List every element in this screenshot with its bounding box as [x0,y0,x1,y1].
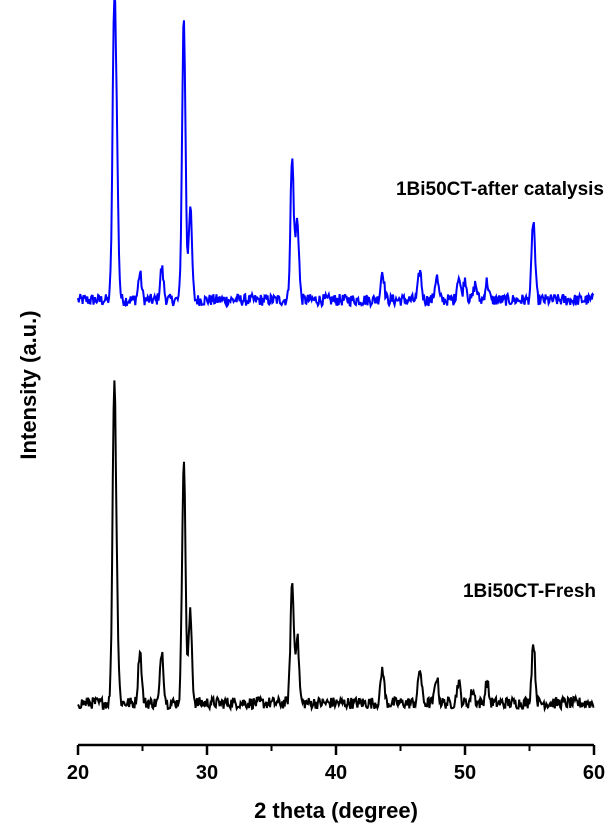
x-axis-title: 2 theta (degree) [254,798,418,823]
x-tick-label: 20 [67,762,89,784]
x-tick-label: 50 [454,762,476,784]
series-labels: 1Bi50CT-after catalysis 1Bi50CT-Fresh [396,179,604,602]
series-line-0 [77,0,595,310]
series-line-1 [77,380,595,713]
x-tick-label: 30 [196,762,218,784]
x-axis: 20 30 40 50 60 [67,743,605,784]
y-axis-title: Intensity (a.u.) [16,310,41,459]
series-label: 1Bi50CT-after catalysis [396,179,604,200]
series-layer [77,0,595,713]
x-ticks: 20 30 40 50 60 [67,745,605,784]
x-tick-label: 60 [583,762,605,784]
series-label: 1Bi50CT-Fresh [463,581,596,602]
x-tick-label: 40 [325,762,347,784]
